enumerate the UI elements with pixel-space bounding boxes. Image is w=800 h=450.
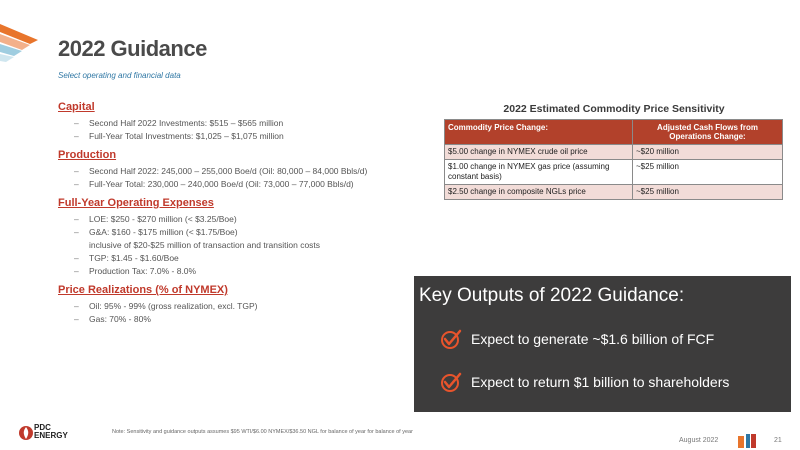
footnote: Note: Sensitivity and guidance outputs a… <box>112 429 413 435</box>
section-production: Production – Second Half 2022: 245,000 – … <box>58 149 428 191</box>
item-text: Full-Year Total Investments: $1,025 – $1… <box>89 131 284 141</box>
list-item: – TGP: $1.45 - $1.60/Boe <box>74 253 179 263</box>
column-header: Commodity Price Change: <box>444 119 633 145</box>
item-text: Gas: 70% - 80% <box>89 314 151 324</box>
brand-bars-icon <box>738 434 756 448</box>
section-price-realizations: Price Realizations (% of NYMEX) – Oil: 95… <box>58 284 428 326</box>
list-item: – Second Half 2022: 245,000 – 255,000 Boe… <box>74 166 368 176</box>
page-title: 2022 Guidance <box>58 36 207 61</box>
item-text: Oil: 95% - 99% (gross realization, excl.… <box>89 301 258 311</box>
key-output-text: Expect to generate ~$1.6 billion of FCF <box>471 331 715 347</box>
item-text: Full-Year Total: 230,000 – 240,000 Boe/d… <box>89 179 354 189</box>
checkmark-circle-icon <box>441 329 462 349</box>
key-outputs-panel: Key Outputs of 2022 Guidance: Expect to … <box>414 276 791 412</box>
list-item: – Gas: 70% - 80% <box>74 314 151 324</box>
key-outputs-title: Key Outputs of 2022 Guidance: <box>419 285 685 306</box>
key-output-item: Expect to return $1 billion to sharehold… <box>440 371 729 393</box>
item-text: Second Half 2022 Investments: $515 – $56… <box>89 118 284 128</box>
key-output-text: Expect to return $1 billion to sharehold… <box>471 374 730 390</box>
section-heading: Production <box>58 149 117 161</box>
list-item: – Full-Year Total Investments: $1,025 – $… <box>74 131 284 141</box>
pdc-energy-logo-icon <box>19 426 33 440</box>
table-row: $5.00 change in NYMEX crude oil price ~$… <box>444 144 783 160</box>
logo-line1: PDC <box>34 423 51 432</box>
list-item: – Oil: 95% - 99% (gross realization, excl… <box>74 301 258 311</box>
list-item: – Full-Year Total: 230,000 – 240,000 Boe/… <box>74 179 354 189</box>
list-item: – Second Half 2022 Investments: $515 – $5… <box>74 118 284 128</box>
table-cell: ~$25 million <box>632 159 783 185</box>
decorative-stripes <box>0 24 38 62</box>
table-cell: $5.00 change in NYMEX crude oil price <box>444 144 633 160</box>
section-heading: Full-Year Operating Expenses <box>58 197 214 209</box>
item-text: Second Half 2022: 245,000 – 255,000 Boe/… <box>89 166 368 176</box>
table-header-row: Commodity Price Change: Adjusted Cash Fl… <box>444 119 783 145</box>
list-item: – G&A: $160 - $175 million (< $1.75/Boe) i… <box>58 226 428 252</box>
page-subtitle: Select operating and financial data <box>58 71 181 80</box>
item-text: G&A: $160 - $175 million (< $1.75/Boe) <box>89 227 238 237</box>
table-cell: $1.00 change in NYMEX gas price (assumin… <box>444 159 633 185</box>
item-subtext: inclusive of $20-$25 million of transact… <box>89 240 321 250</box>
section-operating-expenses: Full-Year Operating Expenses – LOE: $250 … <box>58 197 428 278</box>
sensitivity-table: Commodity Price Change: Adjusted Cash Fl… <box>444 119 783 200</box>
section-capital: Capital – Second Half 2022 Investments: $… <box>58 101 428 143</box>
section-heading: Capital <box>58 101 95 113</box>
column-header: Adjusted Cash Flows from Operations Chan… <box>632 119 783 145</box>
list-item: – LOE: $250 - $270 million (< $3.25/Boe) <box>74 214 237 224</box>
table-cell: $2.50 change in composite NGLs price <box>444 184 633 200</box>
item-text: LOE: $250 - $270 million (< $3.25/Boe) <box>89 214 237 224</box>
table-cell: ~$20 million <box>632 144 783 160</box>
section-heading: Price Realizations (% of NYMEX) <box>58 284 228 296</box>
guidance-sections: Capital – Second Half 2022 Investments: $… <box>58 101 428 332</box>
table-row: $2.50 change in composite NGLs price ~$2… <box>444 184 783 200</box>
item-text: TGP: $1.45 - $1.60/Boe <box>89 253 179 263</box>
page-number: 21 <box>774 437 782 444</box>
item-text: Production Tax: 7.0% - 8.0% <box>89 266 197 276</box>
key-output-item: Expect to generate ~$1.6 billion of FCF <box>440 328 714 350</box>
logo-line2: ENERGY <box>34 431 68 440</box>
list-item: – Production Tax: 7.0% - 8.0% <box>74 266 197 276</box>
checkmark-circle-icon <box>441 372 462 392</box>
table-row: $1.00 change in NYMEX gas price (assumin… <box>444 159 783 185</box>
logo-text: PDC ENERGY <box>34 424 68 440</box>
sensitivity-table-title: 2022 Estimated Commodity Price Sensitivi… <box>503 103 725 115</box>
table-cell: ~$25 million <box>632 184 783 200</box>
footer-date: August 2022 <box>679 437 719 444</box>
